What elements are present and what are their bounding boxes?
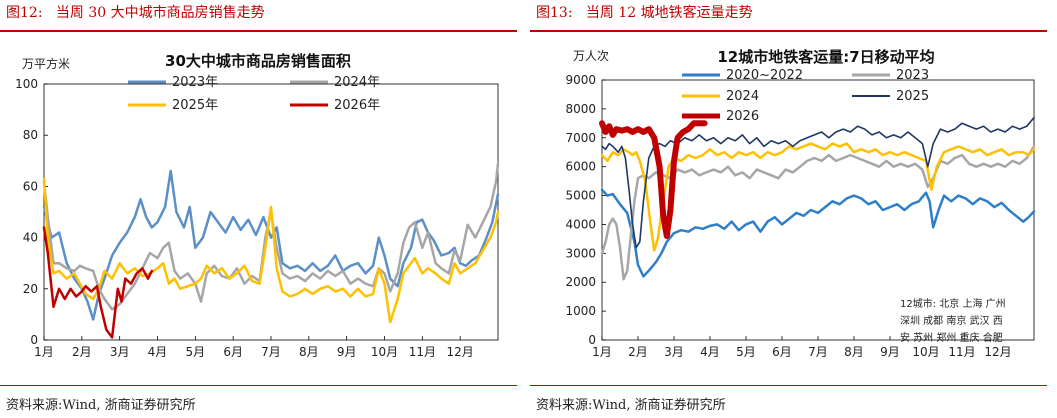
y-tick-label: 2000: [565, 275, 596, 289]
legend-label: 2026年: [334, 98, 380, 113]
x-tick-label: 4月: [700, 345, 720, 359]
right-figure-panel: 图13: 当周 12 城地铁客运量走势 0 1000 2000 3000 4000 500…: [530, 0, 1057, 418]
legend-label: 2026: [726, 109, 759, 124]
x-tick-label: 11月: [409, 345, 436, 359]
x-tick-label: 12月: [984, 345, 1011, 359]
x-tick-label: 1月: [34, 345, 54, 359]
x-tick-label: 7月: [261, 345, 281, 359]
legend-label: 2023: [896, 68, 929, 83]
x-tick-label: 1月: [592, 345, 612, 359]
x-tick-label: 6月: [223, 345, 243, 359]
top-divider: [530, 30, 1047, 32]
x-tick-label: 7月: [808, 345, 828, 359]
series-line-2025: [601, 116, 1035, 249]
y-tick-label: 5000: [565, 189, 596, 203]
y-tick-label: 7000: [565, 131, 596, 145]
chart-title: 12城市地铁客运量:7日移动平均: [717, 48, 934, 66]
city-note-line: 安 苏州 郑州 重庆 合肥: [900, 331, 1003, 344]
left-chart: 0 20 40 60 80 100 1月 2月 3月 4月 5月 6月 7月 8月 9月 10月 11月 12月 万…: [15, 52, 500, 359]
x-tick-label: 9月: [337, 345, 357, 359]
x-tick-label: 6月: [772, 345, 792, 359]
chart-title: 30大中城市商品房销售面积: [165, 52, 351, 70]
legend-label: 2025年: [172, 98, 218, 113]
legend-label: 2024年: [334, 75, 380, 90]
series-line-2026: [599, 120, 708, 239]
legend-label: 2024: [726, 89, 759, 104]
source-note: 资料来源:Wind, 浙商证券研究所: [6, 398, 196, 413]
y-tick-label: 0: [588, 333, 596, 347]
bottom-divider: [0, 385, 517, 386]
x-tick-label: 11月: [948, 345, 975, 359]
x-tick-label: 8月: [844, 345, 864, 359]
series-line-2025年: [42, 177, 500, 324]
y-tick-label: 0: [30, 333, 38, 347]
x-tick-label: 4月: [148, 345, 168, 359]
series-line-2026年: [42, 226, 154, 339]
y-tick-label: 3000: [565, 246, 596, 260]
y-tick-label: 40: [23, 231, 38, 245]
y-axis-unit-label: 万人次: [573, 49, 609, 63]
city-note-line: 12城市: 北京 上海 广州: [900, 297, 1006, 310]
figure-title: 图12: 当周 30 大中城市商品房销售走势: [6, 5, 265, 21]
source-note: 资料来源:Wind, 浙商证券研究所: [536, 398, 726, 413]
x-tick-label: 5月: [186, 345, 206, 359]
y-tick-label: 20: [23, 282, 38, 296]
legend-label: 2023年: [172, 75, 218, 90]
bottom-divider: [530, 385, 1047, 386]
series-line-2024: [600, 142, 1036, 252]
y-tick-label: 80: [23, 128, 38, 142]
figure-title: 图13: 当周 12 城地铁客运量走势: [536, 5, 753, 21]
y-tick-label: 8000: [565, 102, 596, 116]
x-tick-label: 9月: [880, 345, 900, 359]
x-tick-label: 8月: [299, 345, 319, 359]
x-tick-label: 5月: [736, 345, 756, 359]
top-divider: [0, 30, 517, 32]
y-tick-label: 4000: [565, 217, 596, 231]
x-tick-label: 3月: [664, 345, 684, 359]
y-tick-label: 60: [23, 179, 38, 193]
y-tick-label: 100: [15, 77, 38, 91]
y-axis-unit-label: 万平方米: [22, 56, 70, 71]
legend-label: 2025: [896, 89, 929, 104]
x-tick-label: 2月: [72, 345, 92, 359]
right-chart: 0 1000 2000 3000 4000 5000 6000 7000 8000 9000 1月 2…: [565, 48, 1036, 359]
x-tick-label: 10月: [371, 345, 398, 359]
legend-label: 2020~2022: [726, 68, 803, 83]
series-line-2020~2022: [600, 188, 1036, 278]
x-tick-label: 12月: [447, 345, 474, 359]
x-tick-label: 10月: [912, 345, 939, 359]
y-tick-label: 9000: [565, 73, 596, 87]
y-tick-label: 6000: [565, 160, 596, 174]
x-tick-label: 2月: [628, 345, 648, 359]
left-figure-panel: 图12: 当周 30 大中城市商品房销售走势 0 20 40 60 80 100 1月 2月 3…: [0, 0, 527, 418]
city-note-line: 深圳 成都 南京 武汉 西: [900, 314, 1003, 327]
x-tick-label: 3月: [110, 345, 130, 359]
y-tick-label: 1000: [565, 304, 596, 318]
